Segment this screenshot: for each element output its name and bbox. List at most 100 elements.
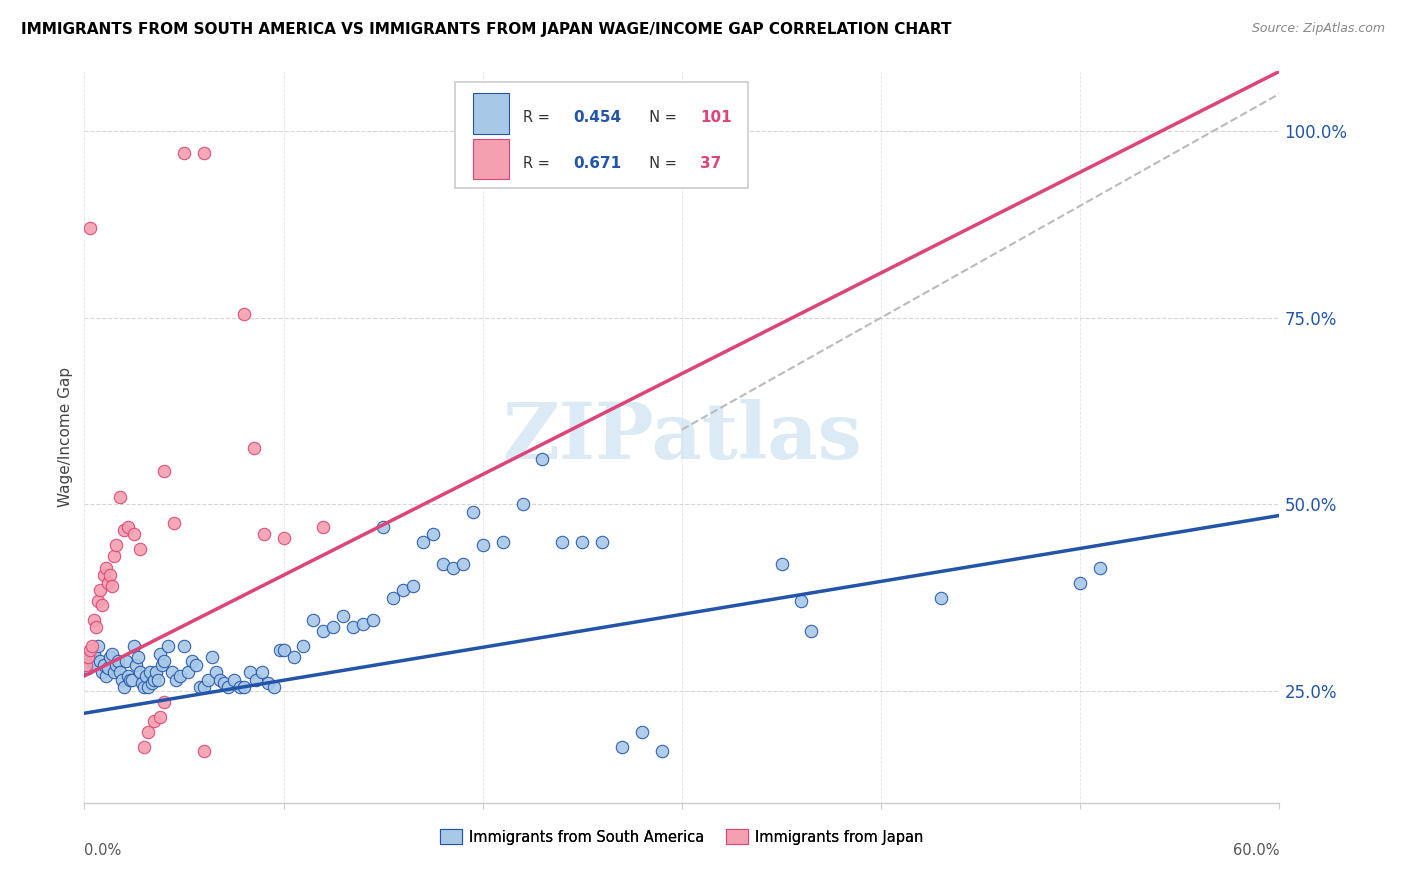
Point — [222, 673, 245, 687]
Point — [193, 743, 215, 757]
Point — [86, 657, 108, 672]
Point — [149, 647, 172, 661]
Point — [89, 583, 111, 598]
Point — [232, 680, 254, 694]
Point — [402, 579, 425, 593]
Point — [422, 527, 444, 541]
Point — [531, 452, 554, 467]
Point — [77, 650, 100, 665]
Point — [105, 657, 128, 672]
Point — [392, 583, 415, 598]
Point — [165, 673, 187, 687]
Point — [382, 591, 405, 605]
Point — [173, 639, 195, 653]
Point — [1069, 575, 1091, 590]
Text: 0.454: 0.454 — [574, 110, 621, 125]
Point — [184, 657, 207, 672]
Point — [89, 654, 111, 668]
Point — [82, 639, 104, 653]
Point — [929, 591, 952, 605]
Point — [75, 657, 97, 672]
Point — [87, 639, 110, 653]
Point — [612, 739, 634, 754]
Text: Source: ZipAtlas.com: Source: ZipAtlas.com — [1251, 22, 1385, 36]
Point — [492, 534, 515, 549]
Point — [143, 673, 166, 687]
Point — [312, 519, 335, 533]
Point — [432, 557, 454, 571]
Point — [120, 673, 142, 687]
Point — [169, 669, 191, 683]
Point — [87, 594, 110, 608]
Point — [239, 665, 262, 680]
Point — [412, 534, 434, 549]
Point — [361, 613, 384, 627]
Point — [197, 673, 219, 687]
Point — [150, 657, 173, 672]
Text: ZIPatlas: ZIPatlas — [502, 399, 862, 475]
Text: 0.671: 0.671 — [574, 155, 621, 170]
Point — [651, 743, 673, 757]
Point — [193, 680, 215, 694]
Point — [551, 534, 574, 549]
Point — [163, 516, 186, 530]
Point — [790, 594, 813, 608]
Point — [352, 616, 374, 631]
Point — [82, 654, 104, 668]
Point — [160, 665, 183, 680]
Point — [269, 642, 291, 657]
Point — [232, 307, 254, 321]
Text: 0.0%: 0.0% — [84, 843, 121, 858]
Point — [451, 557, 474, 571]
Point — [132, 739, 156, 754]
Point — [342, 620, 364, 634]
Point — [75, 657, 97, 672]
Point — [139, 665, 162, 680]
Point — [98, 650, 121, 665]
Point — [273, 531, 295, 545]
Point — [112, 524, 135, 538]
Point — [107, 654, 129, 668]
Point — [96, 669, 118, 683]
Point — [129, 665, 152, 680]
Point — [292, 639, 315, 653]
Point — [461, 505, 484, 519]
Point — [93, 657, 115, 672]
Point — [101, 579, 124, 593]
Point — [91, 665, 114, 680]
Text: 60.0%: 60.0% — [1233, 843, 1279, 858]
Point — [471, 538, 494, 552]
Point — [83, 613, 105, 627]
Point — [141, 676, 163, 690]
Point — [571, 534, 593, 549]
Point — [253, 527, 276, 541]
Text: 37: 37 — [700, 155, 721, 170]
Point — [149, 710, 172, 724]
Point — [122, 639, 145, 653]
Point — [212, 676, 235, 690]
Point — [263, 680, 285, 694]
Point — [110, 490, 132, 504]
Point — [373, 519, 395, 533]
Point — [86, 620, 108, 634]
Point — [103, 549, 125, 564]
Point — [146, 673, 169, 687]
Point — [153, 695, 176, 709]
Legend: Immigrants from South America, Immigrants from Japan: Immigrants from South America, Immigrant… — [434, 823, 929, 850]
Point — [122, 527, 145, 541]
Point — [283, 650, 305, 665]
Point — [242, 442, 264, 456]
Text: R =: R = — [523, 155, 554, 170]
Point — [145, 665, 167, 680]
Point — [188, 680, 211, 694]
Point — [98, 568, 121, 582]
Point — [136, 725, 159, 739]
Point — [157, 639, 180, 653]
Text: N =: N = — [640, 110, 682, 125]
Point — [79, 642, 101, 657]
Point — [201, 650, 224, 665]
Point — [121, 673, 143, 687]
Point — [110, 665, 132, 680]
Point — [591, 534, 613, 549]
Point — [131, 676, 153, 690]
